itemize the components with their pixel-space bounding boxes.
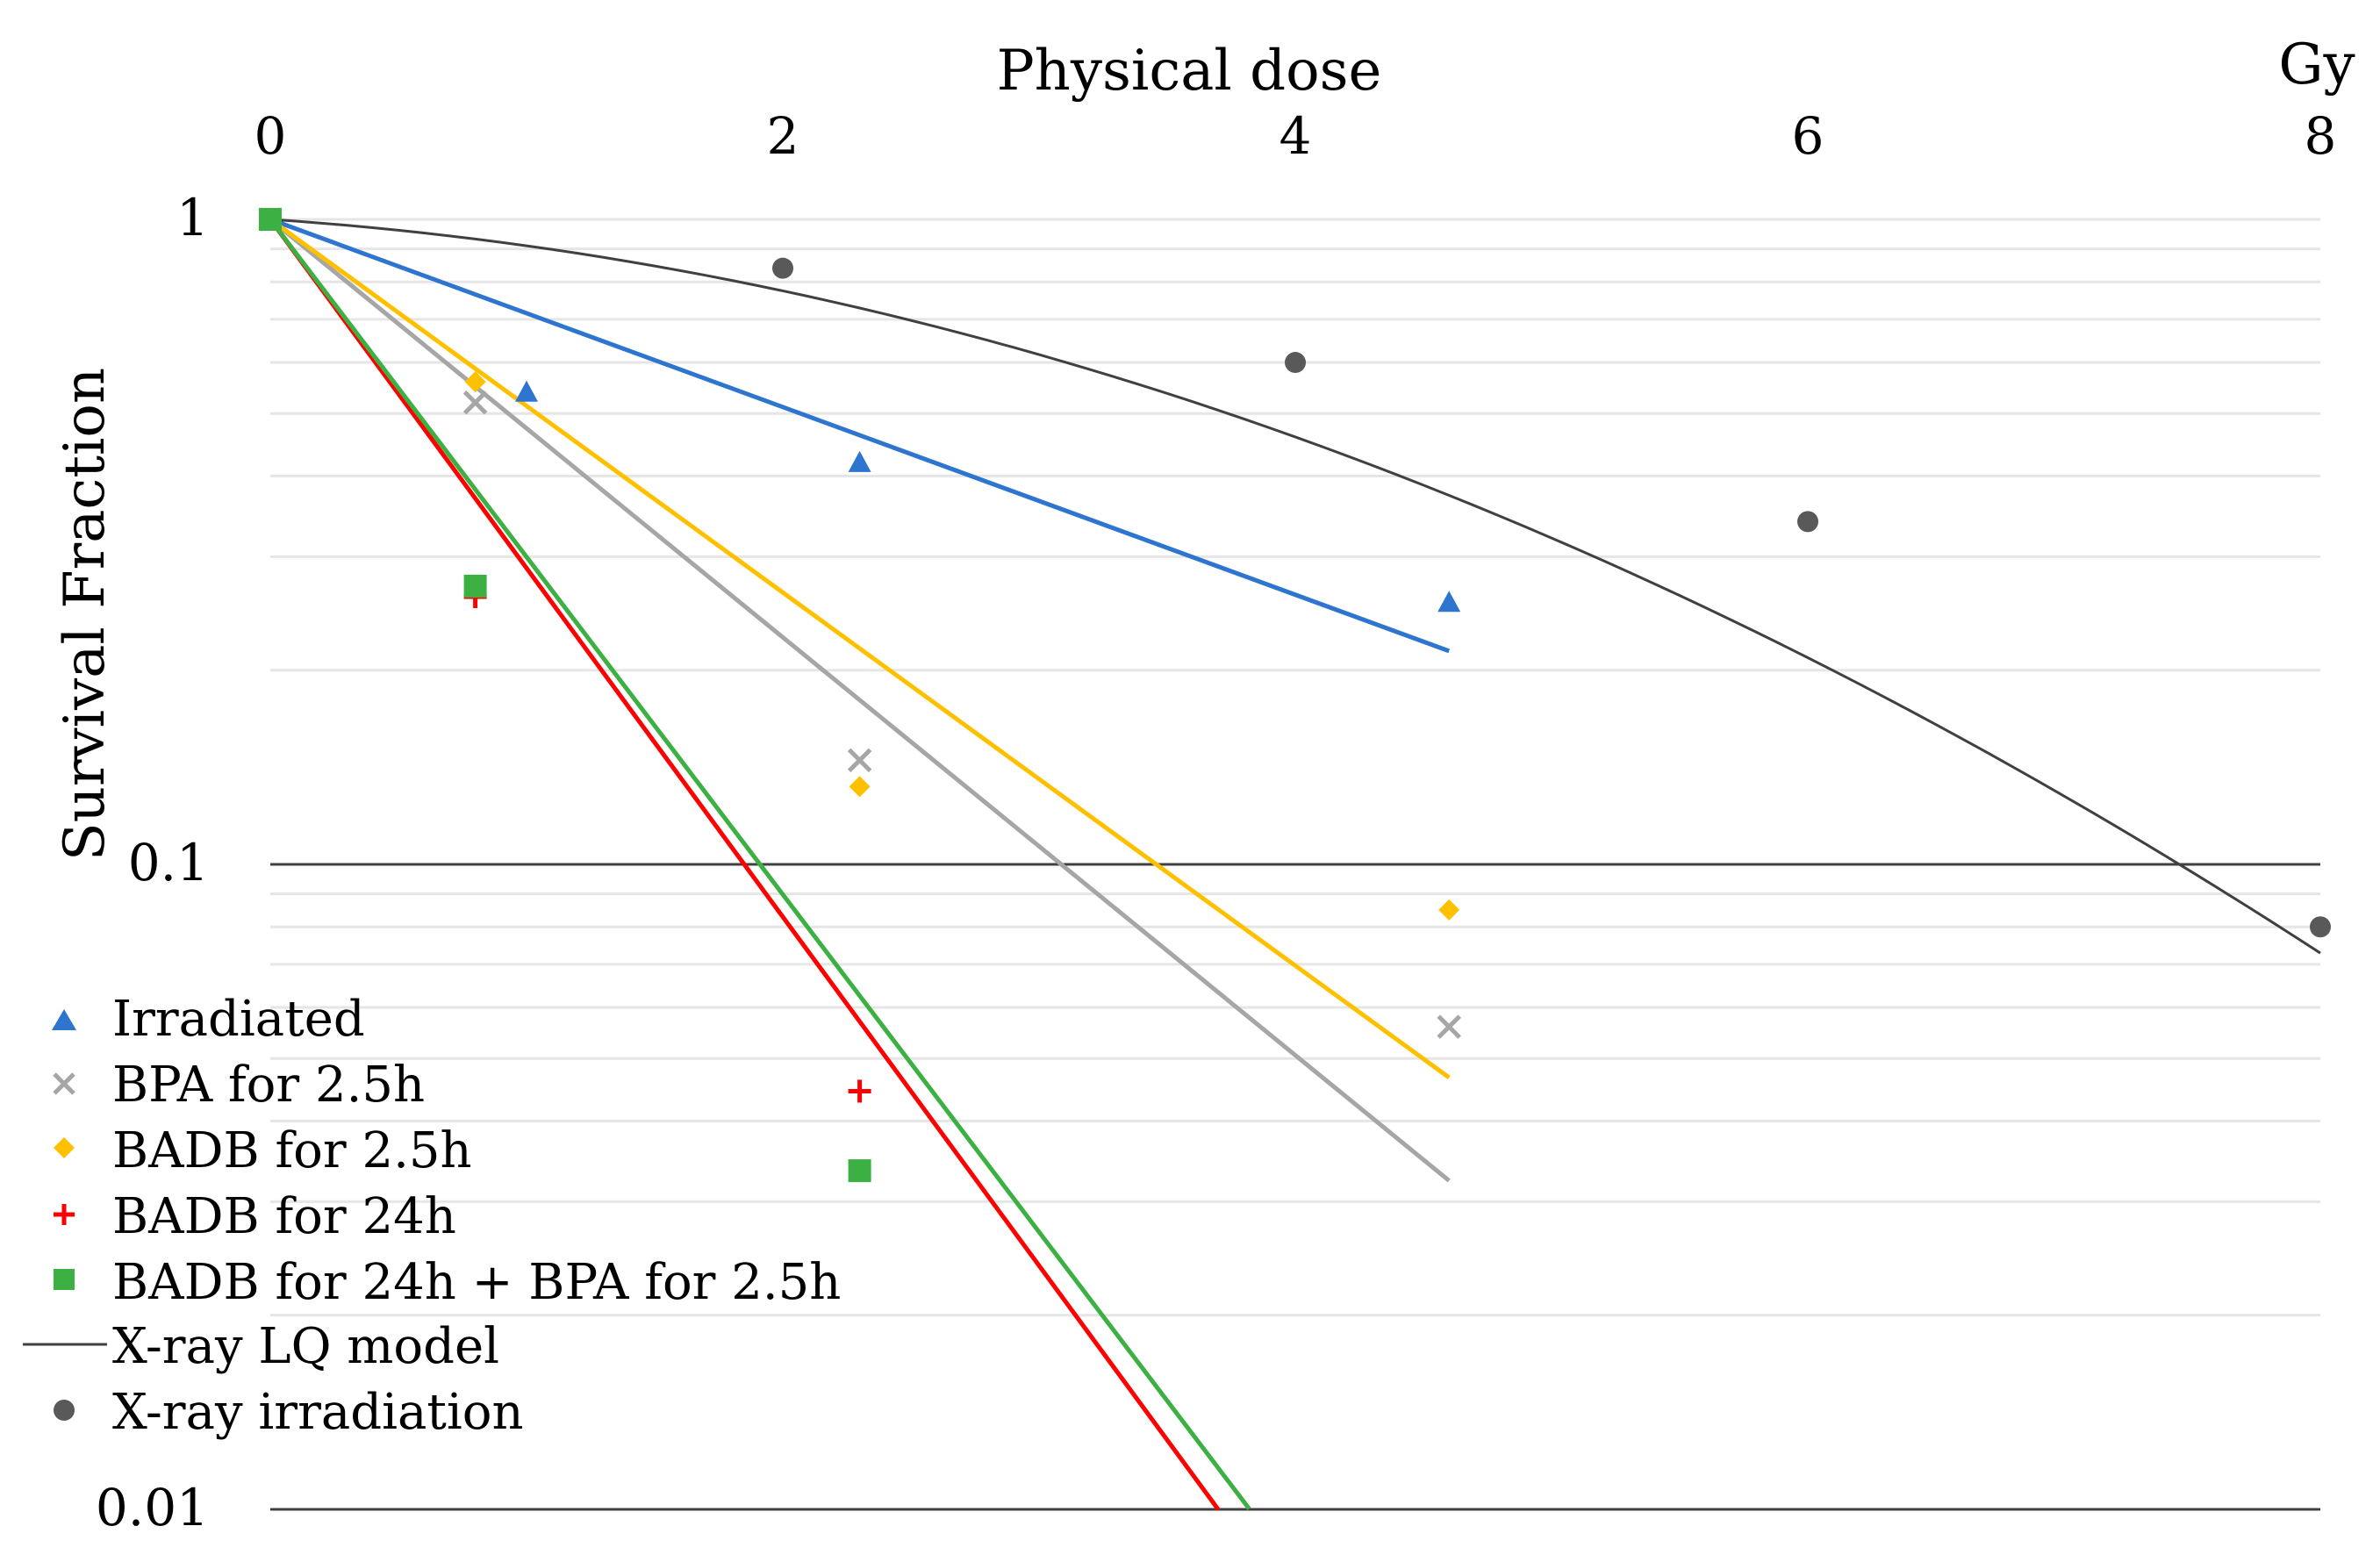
fit-line bbox=[269, 218, 1251, 1510]
fit-line bbox=[269, 217, 1451, 1079]
y-tick-label: 0.01 bbox=[96, 1478, 209, 1537]
y-tick-label: 0.1 bbox=[128, 833, 209, 892]
legend-label: BPA for 2.5h bbox=[112, 1057, 425, 1114]
legend-label: X-ray LQ model bbox=[112, 1318, 499, 1375]
data-point-circle bbox=[772, 257, 793, 279]
x-tick-label: 0 bbox=[254, 106, 287, 166]
legend-item-badb-24h-bpa: BADB for 24h + BPA for 2.5h bbox=[54, 1254, 841, 1311]
x-tick-label: 8 bbox=[2305, 106, 2337, 166]
data-point-square bbox=[259, 208, 282, 231]
legend-item-bpa: BPA for 2.5h bbox=[53, 1057, 425, 1114]
data-point-square bbox=[848, 1159, 871, 1183]
legend-item-badb-24h: BADB for 24h bbox=[54, 1188, 456, 1245]
legend: Irradiated BPA for 2.5h BADB for 2.5h BA… bbox=[23, 991, 841, 1441]
data-point-triangle bbox=[848, 450, 871, 472]
legend-label: BADB for 2.5h bbox=[112, 1122, 472, 1179]
x-tick-label: 4 bbox=[1280, 106, 1312, 166]
legend-item-badb-2-5h: BADB for 2.5h bbox=[54, 1122, 472, 1179]
data-point-diamond bbox=[849, 776, 871, 798]
x-axis-title: Physical dose bbox=[997, 39, 1382, 104]
legend-label: BADB for 24h + BPA for 2.5h bbox=[112, 1254, 841, 1311]
x-axis-unit: Gy bbox=[2278, 32, 2355, 97]
data-point-triangle bbox=[1437, 591, 1461, 613]
legend-item-irradiated: Irradiated bbox=[52, 991, 365, 1048]
legend-item-xray: X-ray irradiation bbox=[54, 1384, 524, 1441]
x-marker-icon bbox=[53, 1072, 75, 1095]
fit-line bbox=[269, 217, 1451, 654]
data-markers bbox=[258, 207, 2331, 1183]
data-point-diamond bbox=[1438, 899, 1460, 921]
triangle-marker-icon bbox=[52, 1009, 76, 1030]
y-axis-title: Survival Fraction bbox=[53, 368, 118, 861]
legend-label: BADB for 24h bbox=[112, 1188, 456, 1245]
x-tick-label: 6 bbox=[1792, 106, 1824, 166]
square-marker-icon bbox=[54, 1269, 75, 1290]
diamond-marker-icon bbox=[54, 1137, 75, 1158]
legend-label: Irradiated bbox=[112, 991, 365, 1048]
data-point-x bbox=[462, 390, 488, 415]
plus-marker-icon bbox=[54, 1204, 75, 1225]
fit-lines bbox=[268, 217, 2321, 1511]
gridlines bbox=[270, 218, 2320, 1511]
data-point-circle bbox=[1285, 352, 1306, 374]
data-point-square bbox=[463, 574, 487, 598]
x-tick-label: 2 bbox=[767, 106, 799, 166]
data-point-plus bbox=[848, 1079, 871, 1103]
legend-label: X-ray irradiation bbox=[112, 1384, 524, 1441]
data-point-x bbox=[1437, 1014, 1461, 1039]
data-point-triangle bbox=[515, 380, 538, 402]
lq-model-curve bbox=[269, 218, 2321, 955]
fit-line bbox=[269, 218, 1451, 1183]
data-point-circle bbox=[1797, 511, 1818, 533]
data-point-x bbox=[847, 748, 872, 773]
data-point-circle bbox=[2310, 916, 2331, 938]
fit-line bbox=[268, 218, 1221, 1511]
circle-marker-icon bbox=[54, 1400, 75, 1421]
legend-item-lq-model: X-ray LQ model bbox=[23, 1318, 499, 1375]
data-point-diamond bbox=[464, 371, 486, 393]
y-tick-label: 1 bbox=[176, 188, 209, 247]
